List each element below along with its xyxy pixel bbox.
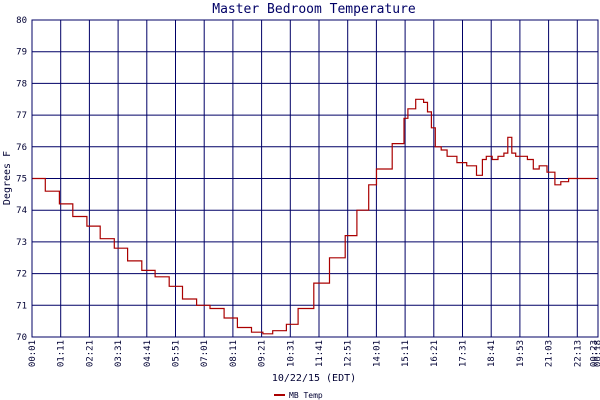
x-tick-label: 14:01 [372,340,382,367]
y-axis-title: Degrees F [2,151,13,205]
x-tick-label: 18:41 [487,340,497,367]
x-tick-label: 19:53 [516,340,526,367]
grid-lines [32,19,598,338]
x-tick-label: 09:21 [258,340,268,367]
y-tick-label: 78 [16,79,27,89]
y-tick-label: 71 [16,301,27,311]
y-tick-label: 77 [16,111,27,121]
x-tick-label: 00:23 [590,340,600,367]
y-tick-label: 79 [16,48,27,58]
legend-label: MB Temp [289,391,323,400]
y-tick-label: 74 [16,206,27,216]
x-tick-label: 16:21 [430,340,440,367]
x-tick-label: 02:21 [85,340,95,367]
x-tick-label: 03:31 [114,340,124,367]
y-tick-label: 75 [16,175,27,185]
x-axis-title: 10/22/15 (EDT) [272,373,356,384]
x-tick-label: 22:13 [573,340,583,367]
series-line-mb-temp [32,98,596,335]
x-tick-label: 10:31 [286,340,296,367]
y-tick-labels: 70 71 72 73 74 75 76 77 78 79 80 [16,16,27,343]
x-tick-label: 00:01 [28,340,38,367]
x-tick-label: 11:41 [315,340,325,367]
x-tick-label: 00:18 [594,340,600,367]
legend: MB Temp [274,391,323,400]
x-tick-label: 15:11 [401,340,411,367]
y-tick-label: 76 [16,143,27,153]
y-tick-label: 80 [16,16,27,26]
series-group [32,98,596,335]
y-tick-label: 73 [16,238,27,248]
x-tick-label: 05:51 [172,340,182,367]
x-tick-label: 12:51 [344,340,354,367]
x-tick-label: 07:01 [200,340,210,367]
y-tick-label: 72 [16,270,27,280]
y-tick-label: 70 [16,333,27,343]
x-tick-label: 08:11 [229,340,239,367]
x-tick-label: 17:31 [459,340,469,367]
chart-title: Master Bedroom Temperature [212,2,416,17]
plot-frame [31,19,599,338]
x-tick-labels: 00:01 01:11 02:21 03:31 04:41 05:51 07:01 08:11… [28,340,600,367]
x-tick-label: 04:41 [143,340,153,367]
x-tick-label: 21:03 [545,340,555,367]
x-tick-label: 01:11 [57,340,67,367]
